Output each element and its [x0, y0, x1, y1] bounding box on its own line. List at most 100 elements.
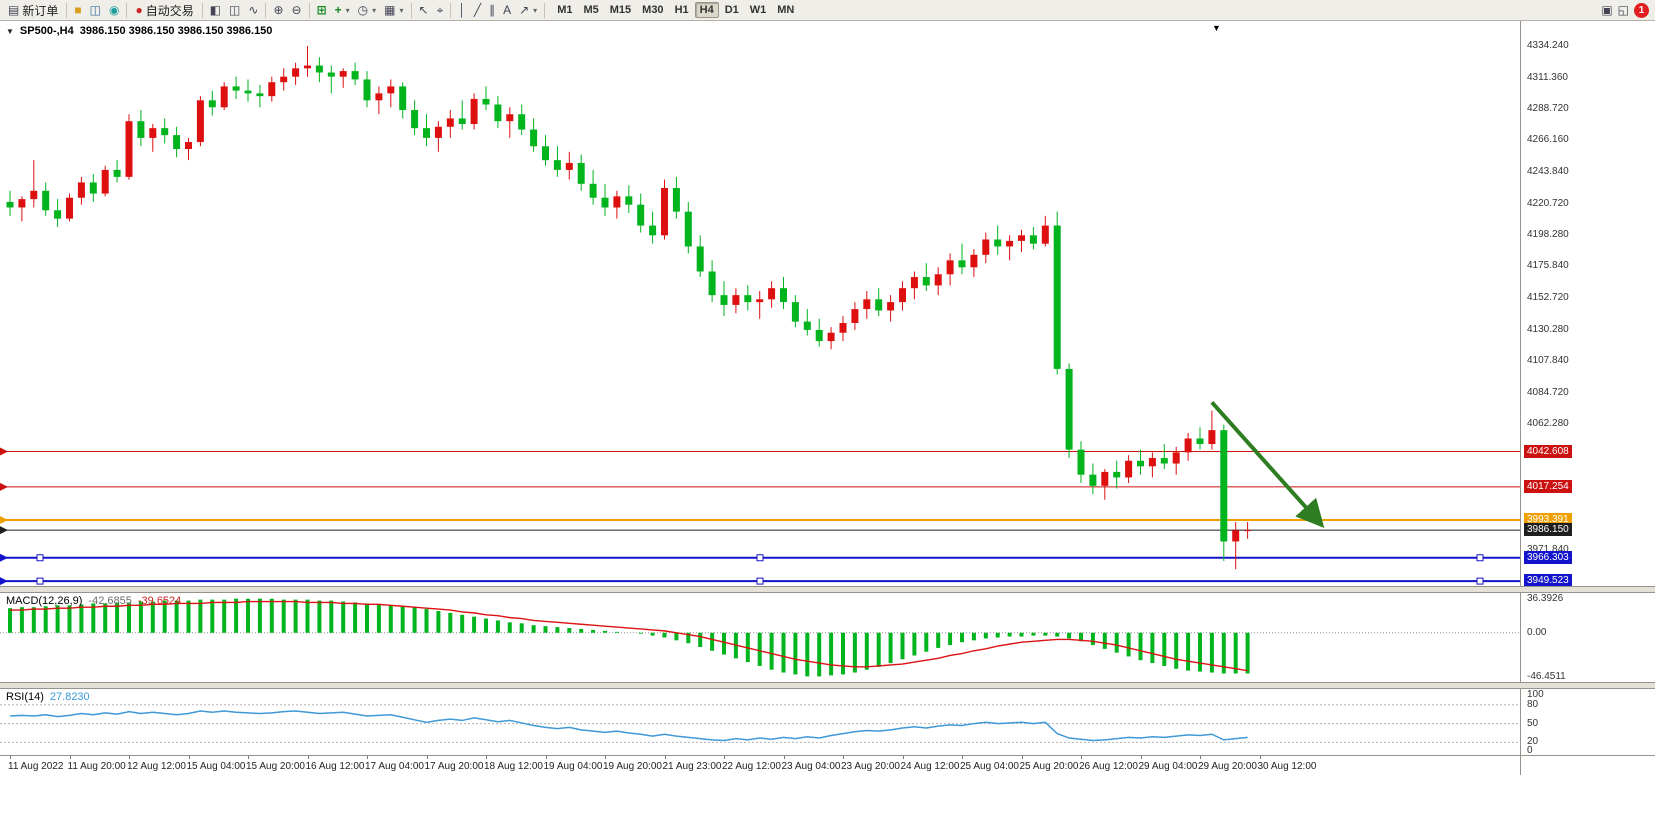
candle — [637, 204, 645, 226]
candle — [411, 110, 419, 129]
candle — [89, 182, 97, 194]
tile-windows-button[interactable]: ⊞ — [313, 1, 331, 19]
text-tool-button[interactable]: A — [499, 1, 515, 19]
timeframe-h1[interactable]: H1 — [674, 4, 689, 16]
channel-icon: ∥ — [489, 3, 496, 17]
rsi-indicator-name: RSI(14) — [6, 691, 44, 703]
arrows-tool-button[interactable]: ↗ ▾ — [515, 1, 541, 19]
main-toolbar: ▤ 新订单 ■ ◫ ◉ ● 自动交易 ◧ ◫ ∿ ⊕ ⊖ ⊞ + ▾ ◷ ▾ ▦ ▾ … — [0, 0, 1655, 21]
price-tick-label: 4311.360 — [1527, 71, 1568, 83]
rsi-canvas[interactable] — [0, 689, 1520, 755]
time-tick — [248, 756, 249, 759]
rsi-tick-label: 100 — [1527, 689, 1544, 700]
timeframe-h4[interactable]: H4 — [694, 2, 719, 18]
channel-tool-button[interactable]: ∥ — [485, 1, 499, 19]
candle — [875, 299, 883, 311]
trendline-icon: ╱ — [473, 3, 482, 17]
timeframe-d1[interactable]: D1 — [724, 4, 739, 16]
candle — [661, 187, 668, 236]
macd-indicator-name: MACD(12,26,9) — [6, 595, 83, 607]
main-chart-panel[interactable] — [0, 21, 1520, 586]
time-label: 11 Aug 2022 — [8, 761, 64, 772]
candle — [220, 86, 228, 108]
bar-chart-button[interactable]: ◧ — [206, 1, 225, 19]
timeframe-m15[interactable]: M15 — [609, 4, 632, 16]
timeframe-m30[interactable]: M30 — [642, 4, 664, 16]
candle — [125, 121, 133, 177]
new-chart-button[interactable]: ◫ — [86, 1, 105, 19]
candle — [887, 302, 895, 311]
vertical-line-tool-button[interactable]: │ — [454, 1, 470, 19]
rsi-tick-label: 80 — [1527, 698, 1539, 710]
price-tick-label: 4334.240 — [1527, 39, 1569, 51]
zoom-in-button[interactable]: ⊕ — [269, 1, 287, 19]
time-tick — [1200, 756, 1201, 759]
market-watch-icon: ■ — [74, 3, 82, 17]
auto-trading-button[interactable]: ● 自动交易 — [130, 1, 198, 19]
price-line-badge: 3993.391 — [1524, 513, 1572, 527]
candle — [208, 100, 216, 108]
time-label: 11 Aug 20:00 — [67, 761, 126, 772]
chart-collapse-icon[interactable]: ▼ — [6, 26, 14, 36]
candle — [518, 114, 526, 130]
cursor-tool-button[interactable]: ↖ — [415, 1, 433, 19]
rsi-panel[interactable] — [0, 689, 1520, 755]
window-layout-icon[interactable]: ▣ — [1601, 3, 1613, 17]
notification-badge[interactable]: 1 — [1634, 2, 1649, 18]
zoom-out-button[interactable]: ⊖ — [288, 1, 306, 19]
price-tick-label: 4084.720 — [1527, 386, 1569, 398]
price-tick-label: 4266.160 — [1527, 134, 1569, 146]
crosshair-tool-button[interactable]: ⌖ — [433, 1, 448, 19]
candle — [137, 121, 145, 138]
candle — [910, 277, 918, 289]
chart-shift-marker-icon[interactable]: ▼ — [1212, 23, 1221, 33]
chevron-down-icon: ▾ — [533, 5, 538, 15]
candle — [42, 190, 50, 211]
time-tick — [605, 756, 606, 759]
candle — [339, 71, 347, 77]
time-tick — [188, 756, 190, 759]
timeframe-w1[interactable]: W1 — [749, 4, 767, 16]
timeframe-m1[interactable]: M1 — [557, 4, 573, 16]
candle — [672, 187, 680, 212]
timeframe-mn[interactable]: MN — [777, 4, 795, 16]
toolbar-separator — [66, 2, 68, 18]
new-order-button[interactable]: ▤ 新订单 — [3, 1, 63, 19]
macd-canvas[interactable] — [0, 593, 1520, 682]
market-watch-button[interactable]: ■ — [70, 1, 85, 19]
trend-arrow-annotation[interactable] — [1210, 400, 1325, 528]
candle — [542, 146, 549, 161]
panel-splitter[interactable] — [0, 586, 1655, 593]
timeframe-m5[interactable]: M5 — [583, 4, 599, 16]
candlestick-chart-button[interactable]: ◫ — [225, 1, 244, 19]
time-axis[interactable]: 11 Aug 2022 11 Aug 20:00 12 Aug 12:00 15 Au… — [0, 755, 1655, 775]
candle — [791, 302, 799, 322]
time-label: 23 Aug 20:00 — [841, 761, 900, 772]
macd-main-value: -42.6855 — [88, 595, 132, 607]
panel-splitter[interactable] — [0, 682, 1655, 689]
main-chart-canvas[interactable] — [0, 21, 1520, 586]
time-tick — [664, 756, 666, 759]
candle — [994, 239, 1002, 247]
candle — [268, 82, 276, 97]
trendline-tool-button[interactable]: ╱ — [470, 1, 485, 19]
candle — [1018, 235, 1025, 241]
candle — [292, 68, 300, 77]
macd-panel[interactable] — [0, 593, 1520, 682]
line-chart-button[interactable]: ∿ — [244, 1, 262, 19]
support-button[interactable]: ◉ — [105, 1, 123, 19]
periods-button[interactable]: ◷ ▾ — [354, 1, 381, 19]
candle — [899, 288, 906, 303]
chevron-down-icon: ▾ — [372, 5, 377, 15]
candle — [851, 309, 859, 323]
price-axis[interactable]: 4334.240 4311.360 4288.720 4266.160 4243.840… — [1521, 21, 1651, 588]
indicators-button[interactable]: + ▾ — [331, 1, 354, 19]
price-lines-layer[interactable] — [0, 447, 1520, 586]
price-tick-label: 4130.280 — [1527, 323, 1569, 335]
candle — [589, 183, 597, 198]
candle — [315, 65, 323, 73]
window-restore-icon[interactable]: ◱ — [1617, 3, 1629, 17]
macd-tick-label: 36.3926 — [1527, 593, 1564, 604]
templates-button[interactable]: ▦ ▾ — [380, 1, 407, 19]
